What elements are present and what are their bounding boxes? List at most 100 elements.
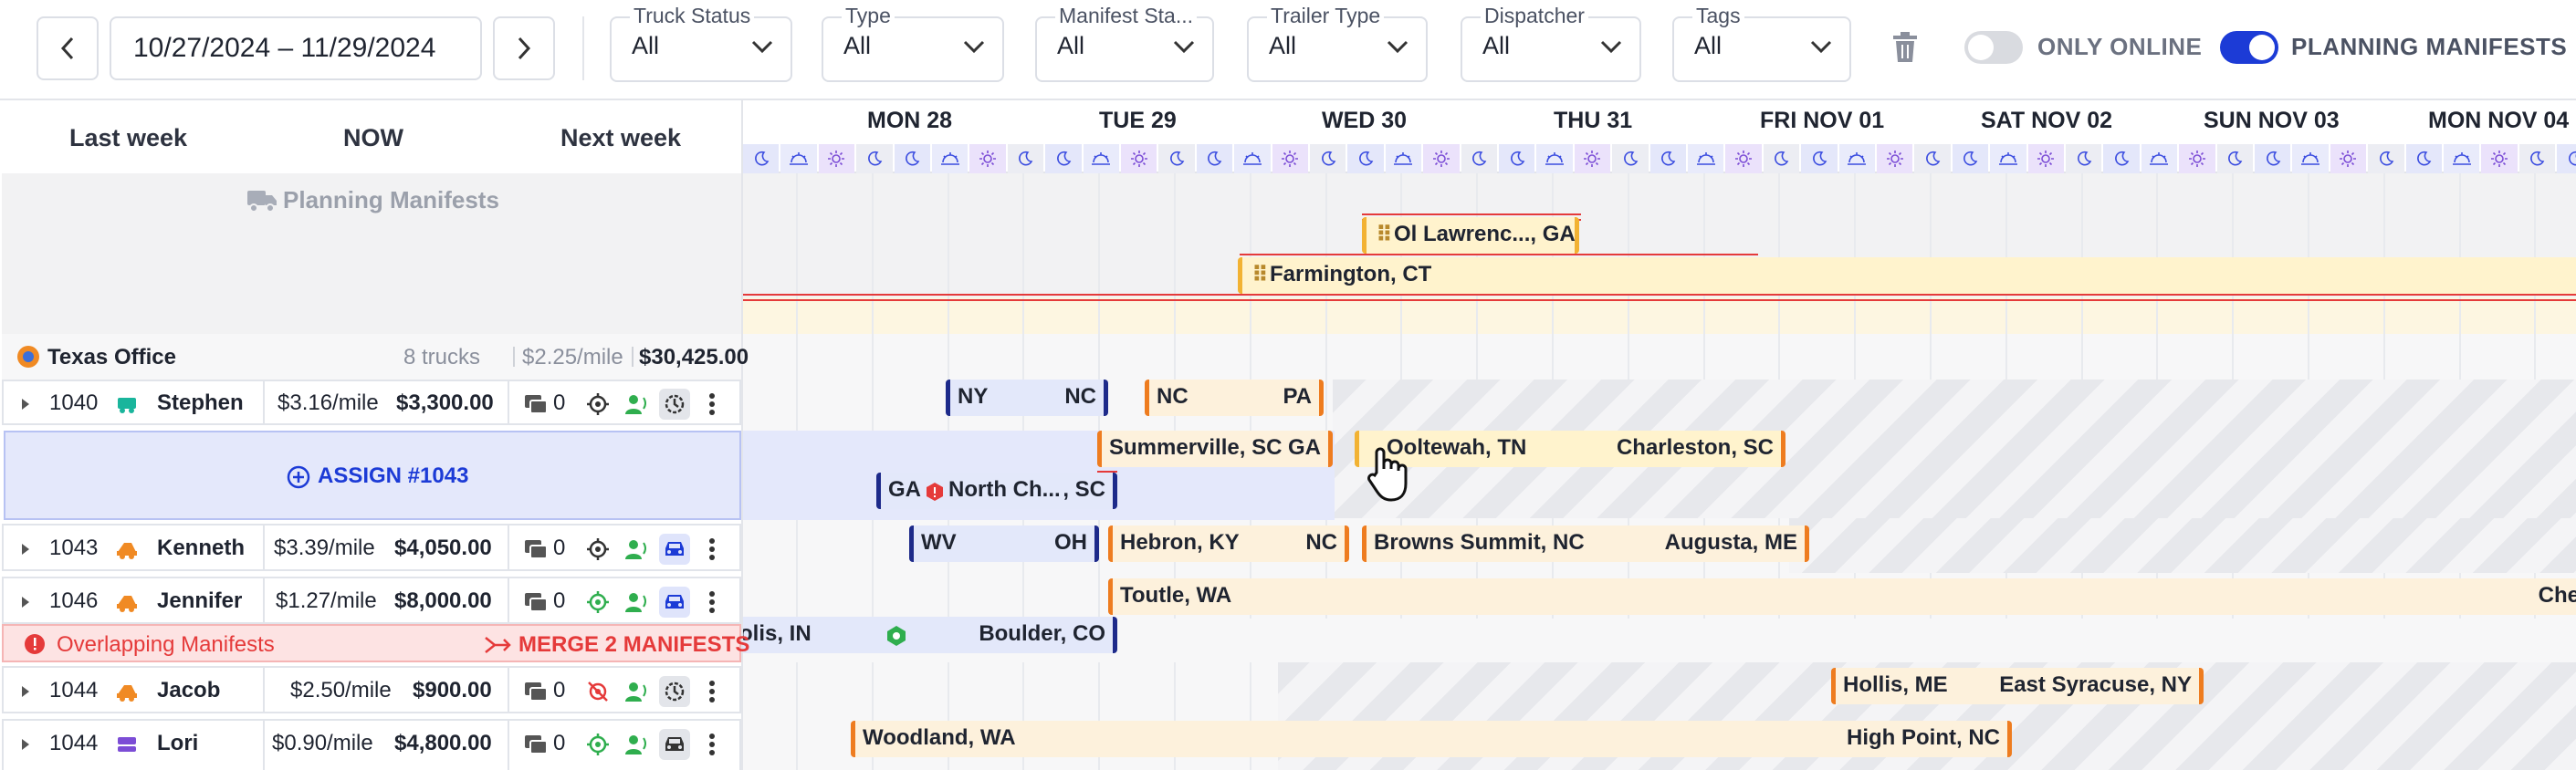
now-button[interactable]: NOW (343, 124, 403, 151)
manifest-card[interactable]: olis, IN Boulder, CO (739, 617, 1117, 653)
clock-icon (665, 682, 685, 702)
vehicle-status[interactable] (659, 729, 690, 760)
night-slot-icon (2103, 144, 2140, 173)
truck-row[interactable]: 1040 Stephen $3.16/mile $3,300.00 0 (2, 380, 741, 425)
manifest-card[interactable]: Summerville, SC GA (1097, 431, 1333, 467)
manifest-card[interactable]: GA North Ch... , SC (876, 473, 1117, 509)
vehicle-status[interactable] (659, 587, 690, 618)
truck-icon (247, 191, 277, 213)
messages-icon[interactable] (524, 682, 548, 703)
office-logo-icon (17, 346, 39, 368)
truck-row[interactable]: 1046 Jennifer $1.27/mile $8,000.00 0 (2, 577, 741, 624)
expand-caret-icon[interactable] (20, 738, 31, 751)
drag-handle-icon[interactable]: ⠿ (1376, 223, 1393, 247)
assign-row[interactable]: ASSIGN #1043 (4, 431, 741, 520)
next-week-button[interactable]: Next week (560, 124, 682, 151)
tags-filter[interactable]: Tags All (1672, 4, 1851, 82)
messages-icon[interactable] (524, 592, 548, 614)
manifest-card[interactable]: Hebron, KY NC (1108, 525, 1349, 562)
manifest-origin: NY (958, 384, 989, 409)
driver-name: Stephen (157, 390, 244, 415)
schedule-status[interactable] (659, 676, 690, 707)
chevron-down-icon (963, 40, 985, 54)
vehicle-status[interactable] (659, 534, 690, 565)
truck-number: 1044 (49, 731, 99, 755)
location-target-icon[interactable] (586, 733, 610, 756)
night-slot-icon (2405, 144, 2442, 173)
location-off-icon[interactable] (586, 680, 610, 703)
manifest-card[interactable]: Browns Summit, NC Augusta, ME (1362, 525, 1809, 562)
expand-caret-icon[interactable] (20, 543, 31, 556)
chevron-down-icon (1173, 40, 1195, 54)
expand-caret-icon[interactable] (20, 398, 31, 411)
manifest-card[interactable]: Ooltewah, TN Charleston, SC (1355, 431, 1785, 467)
driver-status-icon[interactable] (624, 392, 650, 416)
expand-caret-icon[interactable] (20, 596, 31, 609)
more-menu-icon[interactable] (708, 392, 716, 416)
planning-manifest-card[interactable]: ⠿ Ol Lawrenc..., GA (1362, 217, 1579, 254)
type-filter[interactable]: Type All (822, 4, 1004, 82)
manifest-card[interactable]: Woodland, WA High Point, NC (851, 721, 2012, 757)
divider (508, 381, 509, 423)
messages-icon[interactable] (524, 394, 548, 416)
manifest-status-filter[interactable]: Manifest Sta... All (1035, 4, 1214, 82)
location-target-icon[interactable] (586, 590, 610, 614)
manifest-card[interactable]: Hollis, ME East Syracuse, NY (1831, 668, 2204, 704)
date-range-field[interactable]: 10/27/2024 – 11/29/2024 (110, 16, 482, 80)
messages-icon[interactable] (524, 539, 548, 561)
messages-icon[interactable] (524, 734, 548, 756)
manifest-card[interactable]: WV OH (909, 525, 1099, 562)
driver-status-icon[interactable] (624, 537, 650, 561)
location-target-icon[interactable] (586, 537, 610, 561)
drag-handle-icon[interactable]: ⠿ (1251, 263, 1269, 287)
manifest-destination: , SC (1063, 477, 1105, 502)
day-header: THU 31 (1554, 108, 1633, 133)
planning-manifests-toggle[interactable] (2220, 31, 2278, 64)
day-header: SAT NOV 02 (1981, 108, 2113, 133)
previous-range-button[interactable] (37, 16, 99, 80)
truck-row[interactable]: 1044 Jacob $2.50/mile $900.00 0 (2, 666, 741, 713)
more-menu-icon[interactable] (708, 680, 716, 703)
manifest-card[interactable]: NC PA (1145, 380, 1324, 416)
more-menu-icon[interactable] (708, 537, 716, 561)
schedule-status[interactable] (659, 389, 690, 420)
chevron-down-icon (1810, 40, 1832, 54)
dispatcher-filter[interactable]: Dispatcher All (1461, 4, 1641, 82)
location-target-icon[interactable] (586, 392, 610, 416)
last-week-button[interactable]: Last week (69, 124, 188, 151)
more-menu-icon[interactable] (708, 733, 716, 756)
driver-status-icon[interactable] (624, 733, 650, 756)
dawn-slot-icon (1385, 144, 1422, 173)
merge-manifests-button[interactable]: MERGE 2 MANIFESTS (518, 632, 750, 657)
expand-caret-icon[interactable] (20, 685, 31, 698)
dusk-slot-icon (1461, 144, 1497, 173)
truck-row[interactable]: 1044 Lori $0.90/mile $4,800.00 0 (2, 719, 741, 770)
trailer-type-filter[interactable]: Trailer Type All (1247, 4, 1428, 82)
filter-value: All (632, 32, 660, 59)
truck-row[interactable]: 1043 Kenneth $3.39/mile $4,050.00 0 (2, 524, 741, 571)
manifest-card[interactable]: NY NC (946, 380, 1108, 416)
truck-total: $900.00 (413, 678, 492, 702)
office-lane (743, 334, 2576, 380)
planning-manifest-card[interactable]: ⠿ Farmington, CT (1238, 257, 2576, 294)
date-range-text: 10/27/2024 – 11/29/2024 (133, 33, 436, 63)
manifest-card[interactable]: Toutle, WA Che (1108, 578, 2576, 615)
next-range-button[interactable] (493, 16, 555, 80)
trash-icon[interactable] (1891, 31, 1919, 64)
dawn-slot-icon (1234, 144, 1271, 173)
driver-status-icon[interactable] (624, 680, 650, 703)
only-online-toggle[interactable] (1964, 31, 2023, 64)
dusk-slot-icon (1310, 144, 1346, 173)
assign-button[interactable]: ASSIGN #1043 (318, 463, 469, 488)
driver-status-icon[interactable] (624, 590, 650, 614)
alert-badge-icon (927, 483, 943, 501)
truck-status-filter[interactable]: Truck Status All (610, 4, 792, 82)
manifest-destination: Farmington, CT (1270, 262, 1432, 286)
chevron-down-icon (751, 40, 773, 54)
more-menu-icon[interactable] (708, 590, 716, 614)
office-name: Texas Office (47, 345, 176, 369)
divider (263, 668, 265, 712)
divider (263, 381, 265, 423)
filter-label: Manifest Sta... (1055, 4, 1198, 28)
